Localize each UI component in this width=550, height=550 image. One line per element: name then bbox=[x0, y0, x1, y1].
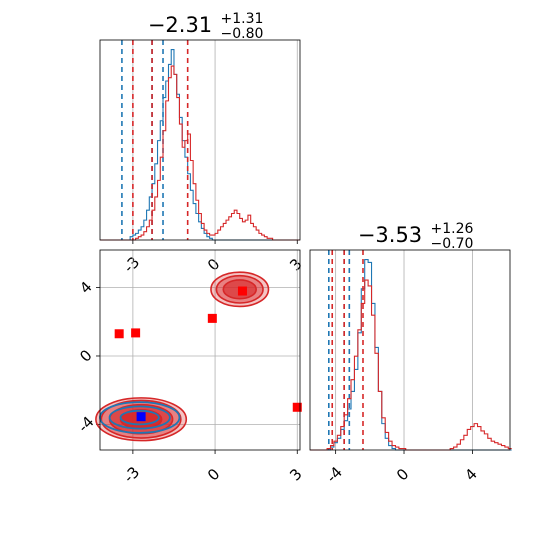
hist-param2-frame bbox=[309, 249, 511, 451]
contour-frame bbox=[99, 249, 301, 451]
hist-param1-title-value: −2.31 bbox=[148, 13, 212, 37]
hist-param2-title-lower-error: −0.70 bbox=[431, 236, 474, 252]
blue-square-marker bbox=[136, 412, 146, 422]
contour-x-tick-label: 0 bbox=[204, 465, 223, 484]
hist-param1-title-lower-error: −0.80 bbox=[221, 26, 264, 42]
hist-param2-x-tick-label: 0 bbox=[393, 465, 412, 484]
hist-param2-series-0-step-line bbox=[310, 258, 512, 451]
red-square-marker bbox=[292, 402, 302, 412]
red-square-marker bbox=[114, 329, 124, 339]
hist-param1-series-0-step-line bbox=[100, 48, 300, 241]
contour-x-tick-label: 3 bbox=[286, 465, 305, 484]
red-square-marker bbox=[131, 328, 141, 338]
hist-param2-title-value: −3.53 bbox=[358, 223, 422, 247]
hist-param1-frame bbox=[99, 39, 301, 241]
blue-contour-0-level-1 bbox=[108, 405, 171, 430]
histogram-param1-panel: -3 0 3 −2.31 +1.31−0.80 bbox=[99, 11, 306, 276]
hist-param1-x-tick-label: -3 bbox=[120, 253, 143, 276]
hist-param2-x-tick-label: 4 bbox=[461, 465, 480, 484]
hist-param1-series-1-step-line bbox=[100, 65, 300, 241]
contour-joint-panel: -3 0 3 -4 0 4 bbox=[74, 249, 306, 486]
hist-param1-title: −2.31 bbox=[148, 13, 212, 37]
hist-param2-title-upper-error: +1.26 bbox=[431, 221, 474, 237]
contour-y-tick-label: 4 bbox=[76, 278, 95, 297]
blue-contour-0-level-2 bbox=[119, 409, 160, 426]
histogram-param2-panel: -4 0 4 −3.53 +1.26−0.70 bbox=[309, 221, 512, 486]
hist-param2-title: −3.53 bbox=[358, 223, 422, 247]
hist-param2-x-tick-label: -4 bbox=[323, 463, 346, 486]
red-square-marker bbox=[237, 286, 247, 296]
hist-param2-series-1-step-line bbox=[310, 279, 512, 451]
hist-param1-x-tick-label: 3 bbox=[286, 255, 305, 274]
contour-x-tick-label: -3 bbox=[120, 463, 143, 486]
contour-y-tick-label: 0 bbox=[76, 346, 95, 365]
contour-y-tick-label: -4 bbox=[74, 413, 97, 436]
hist-param1-x-tick-label: 0 bbox=[204, 255, 223, 274]
red-square-marker bbox=[207, 313, 217, 323]
hist-param1-title-upper-error: +1.31 bbox=[221, 11, 264, 27]
